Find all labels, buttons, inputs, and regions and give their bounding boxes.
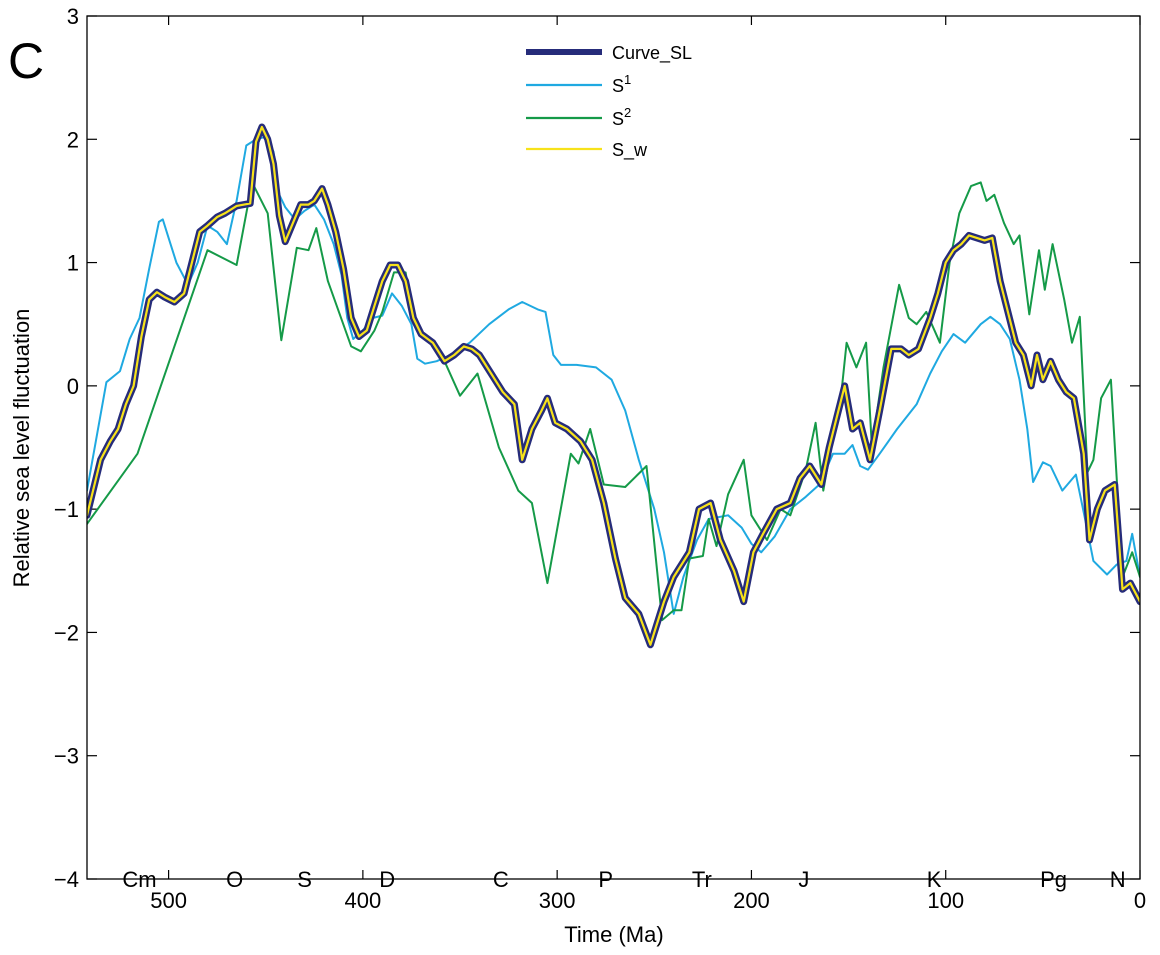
legend: S1 S2 Curve_SL S_w: [526, 43, 692, 161]
plot-frame: [86, 15, 1141, 880]
panel-label: C: [8, 33, 45, 89]
x-tick-label: 100: [927, 888, 964, 913]
series-line-s-: [87, 135, 1140, 615]
plot-frame-rect: [86, 15, 1141, 880]
x-tick-label: 0: [1134, 888, 1146, 913]
series-line-s-: [87, 181, 1140, 622]
y-tick-label: 1: [67, 251, 79, 276]
legend-label: S_w: [612, 140, 648, 161]
y-tick-label: 2: [67, 127, 79, 152]
series-line-s-w: [87, 125, 1140, 646]
legend-label: S1: [612, 72, 631, 96]
x-tick-label: 500: [150, 888, 187, 913]
y-tick-label: −4: [54, 867, 79, 892]
x-tick-label: 200: [733, 888, 770, 913]
legend-label: S2: [612, 105, 631, 129]
y-tick-label: −1: [54, 497, 79, 522]
x-tick-label: 400: [345, 888, 382, 913]
axes: −4 −3 −2 −1 0 1 2 3 500 400 300 200 100 0: [54, 4, 1146, 913]
y-tick-label: −2: [54, 620, 79, 645]
y-tick-label: −3: [54, 744, 79, 769]
series-group: [87, 123, 1140, 649]
x-axis-label: Time (Ma): [564, 922, 663, 947]
legend-label: Curve_SL: [612, 43, 692, 64]
y-tick-label: 0: [67, 374, 79, 399]
x-tick-label: 300: [539, 888, 576, 913]
y-axis-label: Relative sea level fluctuation: [9, 309, 34, 588]
y-tick-label: 3: [67, 4, 79, 29]
